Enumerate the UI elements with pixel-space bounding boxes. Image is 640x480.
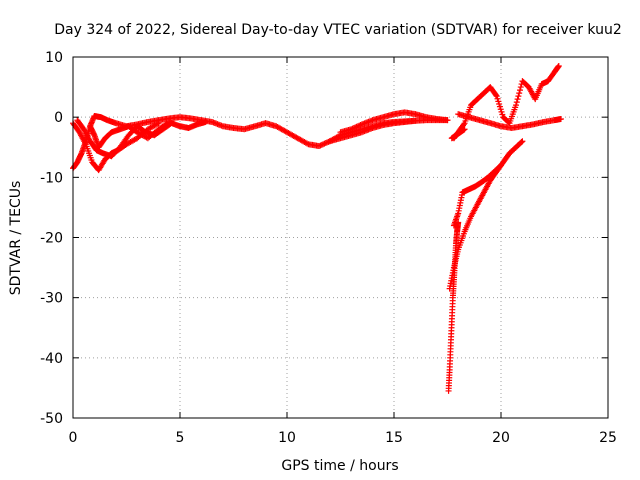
data-point	[496, 103, 503, 110]
x-tick-label: 25	[599, 430, 617, 446]
x-tick-label: 10	[278, 430, 296, 446]
data-point	[321, 140, 328, 147]
data-point	[513, 99, 520, 106]
data-point	[512, 102, 519, 109]
data-point	[516, 90, 523, 97]
data-point	[460, 121, 467, 128]
data-point	[492, 91, 499, 98]
y-tick-label: -30	[40, 291, 63, 307]
data-point	[154, 120, 161, 127]
data-point	[517, 84, 524, 91]
y-tick-label: -10	[40, 170, 63, 186]
x-tick-label: 5	[176, 430, 185, 446]
data-point	[325, 138, 332, 145]
y-tick-label: 0	[54, 110, 63, 126]
data-point	[320, 141, 327, 148]
data-point	[555, 63, 562, 70]
data-point	[357, 121, 364, 128]
data-point	[494, 95, 501, 102]
data-point	[495, 98, 502, 105]
data-point	[514, 96, 521, 103]
data-point	[350, 124, 357, 131]
data-point	[518, 138, 525, 145]
data-point	[461, 126, 468, 133]
data-point	[316, 143, 323, 150]
data-point	[166, 118, 173, 125]
data-point	[324, 139, 331, 146]
chart-title: Day 324 of 2022, Sidereal Day-to-day VTE…	[54, 22, 622, 38]
data-point	[515, 93, 522, 100]
data-point	[493, 93, 500, 100]
data-point	[304, 140, 311, 147]
x-tick-label: 0	[69, 430, 78, 446]
data-point	[516, 87, 523, 94]
data-point	[354, 123, 361, 130]
axis-ticks: 0 5 10 15 20 25 -50 -40 -30 -20 -10 0 10	[40, 50, 617, 446]
data-point	[412, 117, 419, 124]
data-point	[519, 138, 526, 145]
y-tick-label: -20	[40, 231, 63, 247]
data-point	[348, 126, 355, 133]
data-point	[557, 115, 564, 122]
data-point	[164, 119, 171, 126]
y-tick-label: 10	[45, 50, 63, 66]
x-axis-label: GPS time / hours	[281, 458, 398, 474]
data-point	[499, 111, 506, 118]
data-point	[498, 162, 504, 169]
data-point	[498, 108, 505, 115]
x-tick-label: 20	[492, 430, 510, 446]
data-point	[318, 141, 325, 148]
data-point	[444, 117, 451, 124]
data-point	[349, 125, 356, 132]
data-point	[497, 106, 504, 113]
x-tick-label: 15	[385, 430, 403, 446]
data-point	[317, 142, 324, 149]
data-point	[496, 101, 503, 108]
data-point	[322, 140, 329, 147]
y-axis-label: SDTVAR / TECUs	[8, 181, 24, 296]
data-point	[497, 163, 504, 170]
data-points	[70, 63, 564, 394]
data-point	[356, 122, 363, 129]
data-point	[202, 118, 209, 125]
y-tick-label: -40	[40, 351, 63, 367]
data-point	[155, 120, 162, 127]
data-point	[353, 123, 360, 130]
y-tick-label: -50	[40, 411, 63, 427]
data-point	[352, 124, 359, 131]
grid-lines	[73, 57, 608, 418]
